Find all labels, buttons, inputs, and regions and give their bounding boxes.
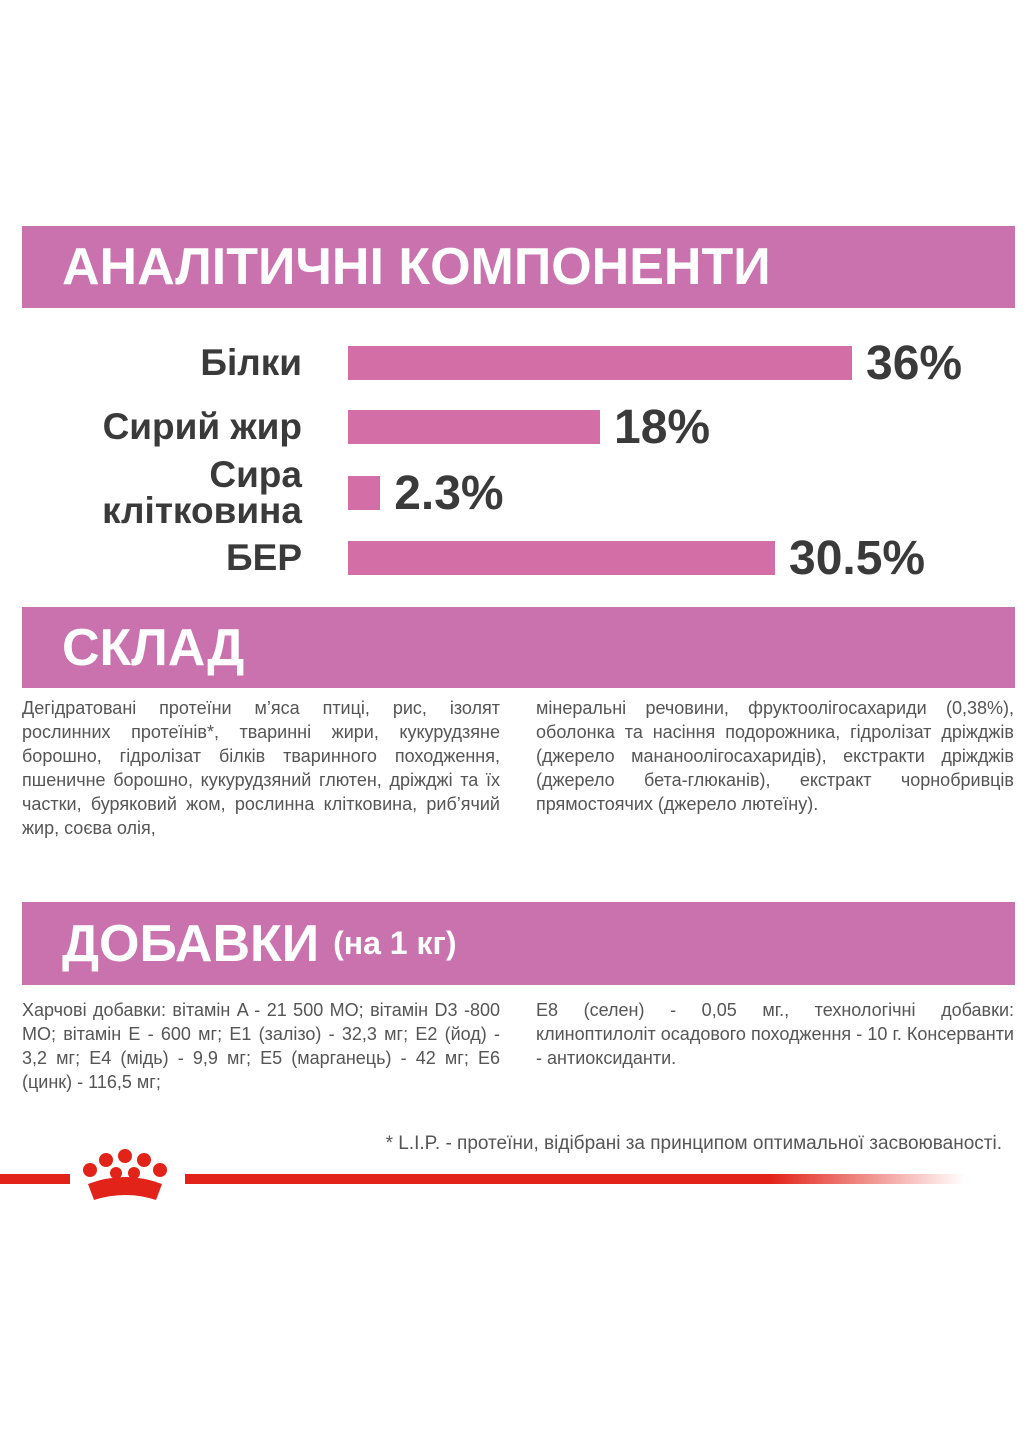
value-label: 18% bbox=[614, 401, 711, 454]
bar bbox=[348, 346, 852, 380]
header-band: АНАЛІТИЧНІ КОМПОНЕНТИ bbox=[22, 226, 1015, 308]
header-band: СКЛАД bbox=[22, 607, 1015, 688]
header-band: ДОБАВКИ (на 1 кг) bbox=[22, 902, 1015, 985]
brand-line bbox=[0, 1149, 965, 1200]
bar bbox=[348, 476, 381, 510]
category-label: Сира клітковина bbox=[102, 454, 302, 531]
category-label: БЕР bbox=[226, 537, 302, 578]
bar bbox=[348, 541, 775, 575]
section-title: АНАЛІТИЧНІ КОМПОНЕНТИ bbox=[62, 238, 771, 296]
bar bbox=[348, 410, 600, 444]
footnote: * L.I.P. - протеїни, відібрані за принци… bbox=[385, 1133, 1002, 1154]
value-label: 36% bbox=[866, 337, 963, 390]
section-subtitle: (на 1 кг) bbox=[333, 925, 457, 961]
value-label: 2.3% bbox=[394, 467, 504, 520]
section-title: СКЛАД bbox=[62, 618, 245, 677]
text-column: E8 (селен) - 0,05 мг., технологічні доба… bbox=[536, 1000, 1014, 1068]
category-label: Сирий жир bbox=[102, 406, 302, 447]
category-label: Білки bbox=[200, 342, 302, 383]
text-column: Харчові добавки: вітамін A - 21 500 МО; … bbox=[22, 1000, 500, 1092]
crown-logo bbox=[83, 1149, 167, 1200]
text-column: Дегідратовані протеїни м’яса птиці, рис,… bbox=[22, 698, 500, 838]
section-title: ДОБАВКИ bbox=[62, 914, 320, 973]
text-column: мінеральні речовини, фруктоолігосахариди… bbox=[536, 698, 1014, 814]
value-label: 30.5% bbox=[789, 532, 926, 585]
